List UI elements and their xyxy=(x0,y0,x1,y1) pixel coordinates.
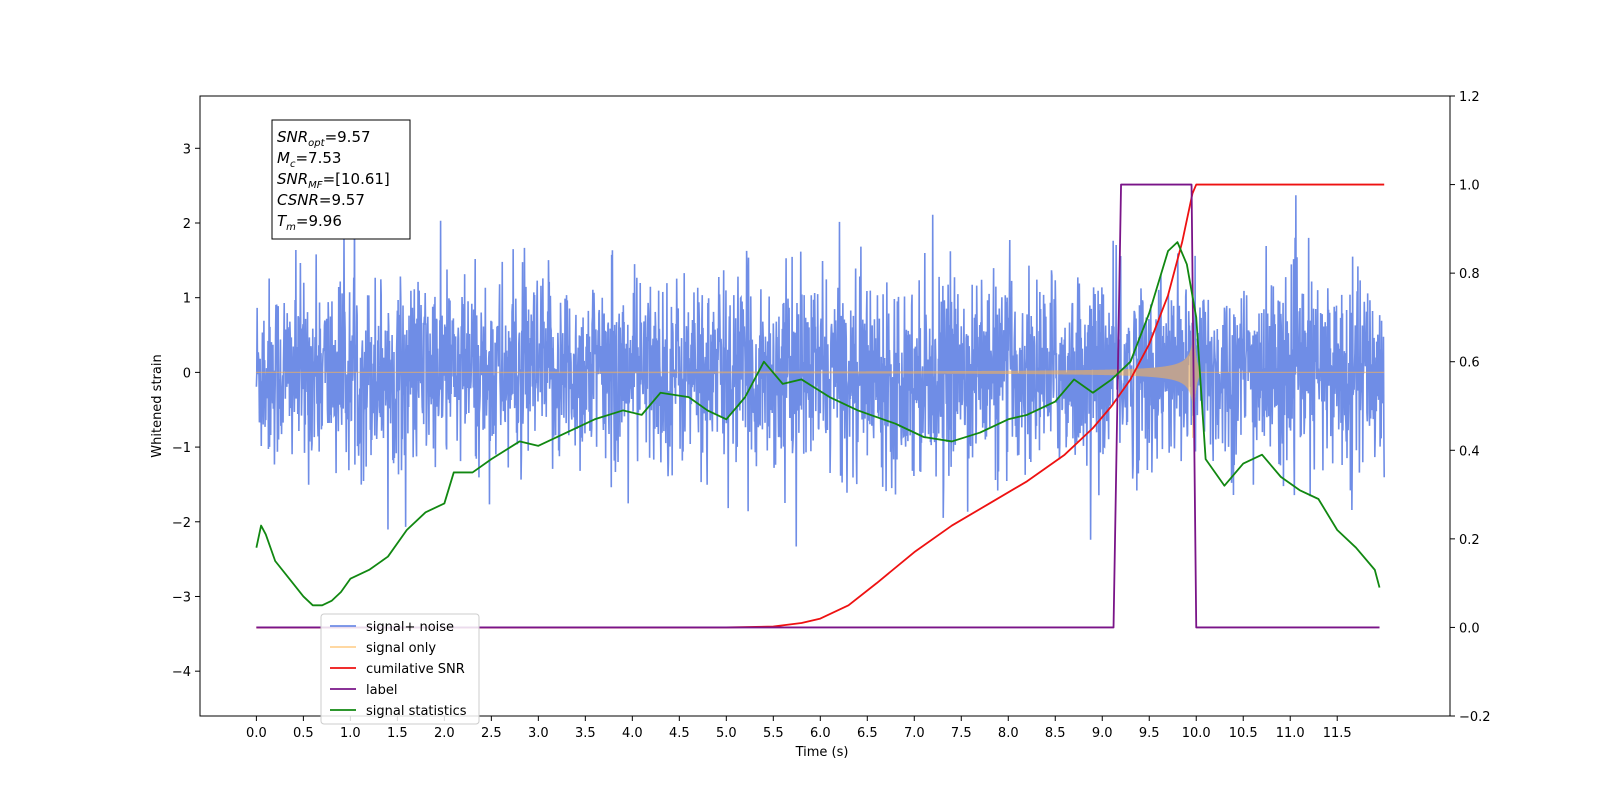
x-tick-label: 10.0 xyxy=(1182,726,1211,741)
annotation-symbol: SNR xyxy=(277,170,308,188)
x-axis: 0.0 0.5 1.0 1.5 2.0 2.5 3.0 3.5 4.0 4.5 5.0 5.5 6.0 6… xyxy=(246,716,1352,741)
legend-label: signal+ noise xyxy=(366,620,454,635)
y-tick-label: 3 xyxy=(183,142,191,157)
y-tick-label: −1 xyxy=(172,441,191,456)
y-tick-label: −3 xyxy=(172,590,191,605)
series-line-signal-statistics xyxy=(255,241,1381,607)
x-tick-label: 4.0 xyxy=(622,726,643,741)
annotation-value: =[10.61] xyxy=(323,170,390,188)
annotation-line: CSNR=9.57 xyxy=(277,191,365,209)
legend-label: signal statistics xyxy=(366,704,467,719)
annotation-line: Tm=9.96 xyxy=(277,212,342,233)
x-tick-label: 6.5 xyxy=(857,726,878,741)
annotation-subscript: opt xyxy=(308,138,325,149)
annotation-value: =7.53 xyxy=(295,149,341,167)
annotation-symbol: T xyxy=(277,212,288,230)
y2-tick-label: 1.0 xyxy=(1459,179,1480,194)
annotation-symbol: SNR xyxy=(277,128,308,146)
x-tick-label: 4.5 xyxy=(669,726,690,741)
x-tick-label: 7.5 xyxy=(951,726,972,741)
y2-tick-label: 1.2 xyxy=(1459,90,1480,105)
y2-tick-label: 0.0 xyxy=(1459,621,1480,636)
y2-tick-label: 0.6 xyxy=(1459,356,1480,371)
legend-label: cumilative SNR xyxy=(366,662,465,677)
annotation-value: =9.96 xyxy=(296,212,342,230)
y-tick-label: 0 xyxy=(183,366,191,381)
legend: signal+ noise signal only cumilative SNR la… xyxy=(320,613,480,725)
x-tick-label: 5.0 xyxy=(716,726,737,741)
y-tick-label: −4 xyxy=(172,665,191,680)
x-tick-label: 11.5 xyxy=(1323,726,1352,741)
y-axis-right: 1.2 1.0 0.8 0.6 0.4 0.2 0.0 −0.2 xyxy=(1450,90,1491,725)
y2-tick-label: 0.8 xyxy=(1459,267,1480,282)
x-tick-label: 8.0 xyxy=(998,726,1019,741)
x-tick-label: 2.5 xyxy=(481,726,502,741)
legend-label: label xyxy=(366,683,397,698)
x-tick-label: 2.0 xyxy=(434,726,455,741)
plot-area xyxy=(255,183,1386,629)
x-tick-label: 3.5 xyxy=(575,726,596,741)
annotation-line: SNRMF=[10.61] xyxy=(277,170,390,191)
annotation-line: SNRopt=9.57 xyxy=(277,128,371,149)
x-tick-label: 11.0 xyxy=(1276,726,1305,741)
x-tick-label: 9.0 xyxy=(1092,726,1113,741)
series-line-label xyxy=(256,183,1380,629)
annotation-frame xyxy=(271,119,411,240)
x-tick-label: 6.0 xyxy=(810,726,831,741)
y-axis-left: 3 2 1 0 −1 −2 −3 −4 xyxy=(172,142,200,680)
plot-frame xyxy=(199,95,1451,717)
legend-frame xyxy=(320,613,480,725)
y-tick-label: −2 xyxy=(172,516,191,531)
series-line-signal-only xyxy=(255,301,1385,438)
x-tick-label: 3.0 xyxy=(528,726,549,741)
x-tick-label: 0.0 xyxy=(246,726,267,741)
y-tick-label: 2 xyxy=(183,217,191,232)
x-tick-label: 8.5 xyxy=(1045,726,1066,741)
x-tick-label: 5.5 xyxy=(763,726,784,741)
annotation-subscript: MF xyxy=(308,180,323,191)
annotation-subscript: c xyxy=(290,159,296,170)
x-tick-label: 10.5 xyxy=(1229,726,1258,741)
annotation-box: SNRopt=9.57Mc=7.53SNRMF=[10.61]CSNR=9.57… xyxy=(271,119,411,240)
x-tick-label: 7.0 xyxy=(904,726,925,741)
annotation-symbol: M xyxy=(277,149,290,167)
y-tick-label: 1 xyxy=(183,292,191,307)
series-line-signal-noise xyxy=(255,195,1386,547)
annotation-line: Mc=7.53 xyxy=(277,149,341,170)
annotation-symbol: CSNR xyxy=(277,191,319,209)
x-tick-label: 0.5 xyxy=(293,726,314,741)
x-tick-label: 1.0 xyxy=(340,726,361,741)
y2-tick-label: −0.2 xyxy=(1459,710,1491,725)
legend-label: signal only xyxy=(366,641,436,656)
y2-tick-label: 0.4 xyxy=(1459,444,1480,459)
y2-tick-label: 0.2 xyxy=(1459,533,1480,548)
annotation-subscript: m xyxy=(286,222,296,233)
annotation-value: =9.57 xyxy=(325,128,371,146)
x-axis-label: Time (s) xyxy=(795,745,849,760)
x-tick-label: 1.5 xyxy=(387,726,408,741)
annotation-value: =9.57 xyxy=(319,191,365,209)
y-axis-label: Whitened strain xyxy=(150,354,165,457)
series-line-cumilative-snr xyxy=(256,183,1385,629)
x-tick-label: 9.5 xyxy=(1139,726,1160,741)
